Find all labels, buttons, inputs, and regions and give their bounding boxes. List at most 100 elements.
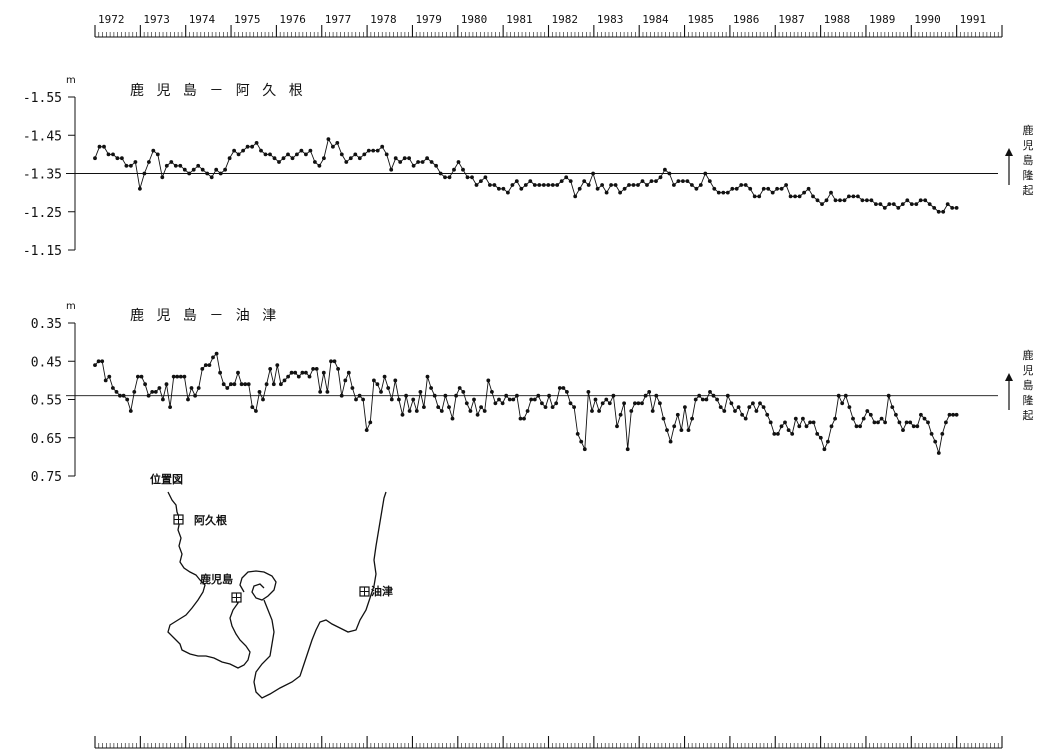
data-point [271, 382, 276, 387]
data-point [299, 148, 304, 153]
data-point [196, 386, 201, 390]
tide-station-marker-cross [174, 515, 183, 524]
data-point [836, 393, 841, 398]
data-point [797, 424, 802, 429]
year-label: 1979 [415, 13, 442, 26]
data-point [854, 424, 859, 429]
y-tick-label: -1.15 [23, 244, 62, 259]
data-point [914, 202, 919, 207]
chart-panel-akune: m 鹿 児 島 － 阿 久 根 -1.55 -1.45 -1.35 -1.25 -1.1… [23, 75, 1034, 259]
data-point [272, 156, 277, 161]
data-point [575, 432, 580, 436]
data-point [804, 424, 809, 429]
y-unit-label: m [66, 75, 76, 86]
data-point [797, 194, 802, 199]
data-point [178, 163, 183, 168]
data-point [203, 363, 208, 367]
data-point [882, 206, 887, 210]
data-point [225, 386, 230, 390]
data-point [138, 186, 142, 191]
data-point [308, 148, 313, 153]
data-point [389, 167, 394, 172]
data-point [761, 405, 766, 409]
map-title: 位置図 [150, 472, 183, 486]
data-point [663, 167, 667, 172]
data-point [654, 179, 658, 184]
data-point [221, 382, 226, 387]
data-point [422, 405, 426, 409]
data-point [293, 370, 298, 375]
side-note-char: 起 [1023, 409, 1034, 422]
data-point [572, 405, 576, 409]
data-point [147, 160, 151, 164]
data-point [443, 175, 447, 180]
data-point [429, 386, 433, 390]
data-point [282, 378, 287, 383]
data-point [947, 412, 952, 417]
data-point [175, 374, 180, 379]
data-point [860, 198, 865, 203]
data-point [211, 355, 215, 360]
data-point [629, 409, 634, 413]
data-point [191, 167, 196, 172]
data-point [649, 179, 654, 184]
data-point [786, 428, 791, 432]
data-point [675, 412, 680, 417]
side-note-char: 鹿 [1023, 123, 1034, 137]
data-point [618, 190, 622, 195]
data-point [722, 409, 727, 413]
data-point [479, 405, 483, 409]
data-point [743, 416, 748, 421]
data-point [490, 390, 494, 394]
data-point [452, 167, 456, 172]
data-point [604, 190, 609, 195]
data-point [281, 156, 286, 161]
data-point [766, 186, 771, 191]
data-point [645, 183, 649, 187]
data-point [132, 390, 137, 394]
data-point [922, 416, 927, 421]
data-point [398, 160, 403, 164]
data-point [636, 183, 640, 187]
data-point [518, 416, 523, 421]
data-point [114, 390, 119, 394]
data-point [712, 186, 717, 191]
data-point [379, 390, 383, 394]
data-point [872, 420, 877, 425]
data-point [118, 393, 122, 398]
data-point [604, 397, 609, 402]
data-point [550, 183, 555, 187]
data-point [829, 190, 833, 195]
data-point [686, 428, 691, 432]
data-point [546, 183, 551, 187]
data-point [579, 439, 584, 444]
data-point [698, 183, 703, 187]
side-note-char: 隆 [1023, 393, 1034, 407]
data-point [697, 393, 702, 398]
data-point [182, 374, 187, 379]
data-point [824, 198, 829, 203]
data-point [200, 167, 205, 172]
year-label: 1990 [914, 13, 941, 26]
data-point [432, 393, 437, 398]
data-point [289, 370, 294, 375]
data-point [464, 401, 469, 406]
data-point [600, 183, 604, 187]
data-point [275, 363, 280, 367]
y-tick-label: 0.75 [31, 470, 62, 485]
data-point [668, 439, 673, 444]
data-point [707, 179, 712, 184]
data-point [514, 179, 519, 184]
data-point [207, 363, 212, 367]
data-point [743, 183, 748, 187]
data-point [350, 386, 355, 390]
data-point [865, 198, 869, 203]
data-point [597, 409, 601, 413]
data-point [414, 409, 419, 413]
data-point [833, 198, 838, 203]
data-point [757, 194, 762, 199]
data-point [843, 393, 848, 398]
data-point [537, 183, 542, 187]
data-point [856, 194, 860, 199]
data-point [250, 144, 255, 149]
